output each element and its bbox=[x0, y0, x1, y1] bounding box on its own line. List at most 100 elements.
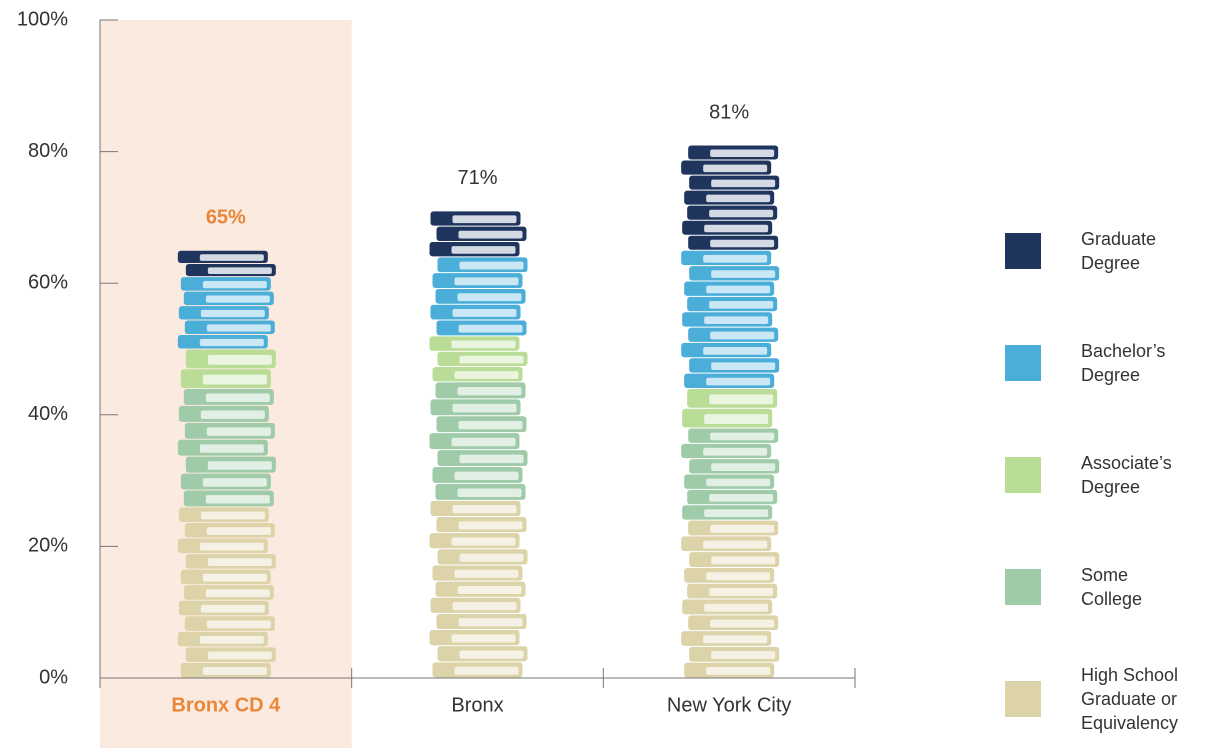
book-stack-segment bbox=[180, 349, 276, 388]
book-pages bbox=[704, 224, 769, 233]
book-pages bbox=[451, 537, 516, 546]
book-stack-segment bbox=[177, 388, 276, 507]
chart: 0% 20% 40% 60% 80% 100% Bronx CD 4 65% Bronx 71% N… bbox=[17, 8, 856, 748]
book-pages bbox=[703, 447, 768, 456]
book-pages bbox=[703, 540, 768, 549]
book-pages bbox=[199, 444, 264, 453]
book-pages bbox=[199, 338, 264, 347]
book-pages bbox=[458, 420, 523, 430]
total-label: 71% bbox=[457, 167, 497, 189]
book-stack-segment bbox=[681, 145, 780, 250]
legend-item: Bachelor’s Degree bbox=[1005, 307, 1205, 419]
book-pages bbox=[200, 410, 265, 419]
book-pages bbox=[704, 414, 769, 425]
book-pages bbox=[206, 324, 271, 332]
book-stack-segment bbox=[177, 250, 276, 277]
book-pages bbox=[206, 427, 271, 436]
book-pages bbox=[207, 354, 272, 365]
book-pages bbox=[711, 362, 776, 371]
book-stack-segment bbox=[430, 257, 528, 336]
book-pages bbox=[205, 589, 270, 598]
book-pages bbox=[711, 270, 776, 278]
book-pages bbox=[709, 300, 774, 309]
book-pages bbox=[458, 230, 523, 239]
book-pages bbox=[704, 316, 769, 324]
legend-swatch bbox=[1005, 457, 1041, 493]
legend-swatch bbox=[1005, 681, 1041, 717]
book-pages bbox=[452, 403, 517, 413]
book-stack-segment bbox=[681, 428, 780, 520]
book-pages bbox=[710, 432, 775, 441]
legend-swatch bbox=[1005, 233, 1041, 269]
book-pages bbox=[709, 209, 774, 218]
book-pages bbox=[710, 331, 775, 340]
legend-label: Bachelor’s Degree bbox=[1081, 340, 1166, 385]
legend-label: Associate’s Degree bbox=[1081, 452, 1172, 497]
book-pages bbox=[457, 488, 522, 497]
book-pages bbox=[199, 254, 264, 261]
y-tick-label: 80% bbox=[28, 140, 68, 162]
book-pages bbox=[202, 667, 267, 675]
x-tick-label: New York City bbox=[667, 694, 792, 716]
book-pages bbox=[200, 511, 265, 520]
y-tick-label: 40% bbox=[28, 403, 68, 425]
book-pages bbox=[706, 666, 771, 675]
book-pages bbox=[451, 340, 516, 349]
book-pages bbox=[451, 246, 516, 254]
book-pages bbox=[205, 495, 270, 504]
book-pages bbox=[709, 587, 774, 596]
book-stack-segment bbox=[177, 507, 276, 678]
book-pages bbox=[454, 471, 519, 481]
book-pages bbox=[458, 324, 523, 333]
book-pages bbox=[459, 355, 524, 364]
book-stack-segment bbox=[681, 250, 780, 388]
book-pages bbox=[706, 285, 771, 294]
book-pages bbox=[207, 651, 272, 660]
book-pages bbox=[454, 666, 519, 675]
x-tick-label: Bronx bbox=[451, 694, 503, 716]
book-pages bbox=[205, 295, 270, 303]
book-pages bbox=[710, 619, 775, 628]
legend-item: Graduate Degree bbox=[1005, 195, 1205, 307]
book-pages bbox=[706, 478, 771, 487]
book-pages bbox=[706, 377, 771, 386]
legend: Graduate Degree Bachelor’s Degree Associat… bbox=[1005, 195, 1205, 755]
legend-label: Some College bbox=[1081, 564, 1143, 609]
book-pages bbox=[709, 493, 774, 502]
book-pages bbox=[703, 254, 768, 263]
book-pages bbox=[710, 149, 775, 158]
book-pages bbox=[207, 461, 272, 470]
book-pages bbox=[452, 602, 517, 611]
book-pages bbox=[703, 164, 768, 173]
total-label: 81% bbox=[709, 101, 749, 123]
legend-item: Some College bbox=[1005, 531, 1205, 643]
book-pages bbox=[457, 585, 522, 595]
book-pages bbox=[202, 573, 267, 582]
book-pages bbox=[452, 308, 517, 317]
legend-swatch bbox=[1005, 569, 1041, 605]
book-stack-segment bbox=[177, 277, 275, 349]
book-pages bbox=[202, 374, 267, 385]
book-pages bbox=[703, 347, 768, 355]
book-pages bbox=[459, 650, 524, 659]
book-stack-segment bbox=[429, 211, 527, 257]
book-pages bbox=[202, 280, 267, 289]
legend-swatch bbox=[1005, 345, 1041, 381]
book-pages bbox=[207, 558, 272, 567]
book-pages bbox=[459, 454, 524, 464]
total-label: 65% bbox=[206, 207, 246, 229]
book-pages bbox=[458, 521, 523, 530]
y-tick-label: 100% bbox=[17, 8, 68, 30]
book-pages bbox=[451, 437, 516, 447]
book-pages bbox=[457, 386, 522, 396]
book-pages bbox=[706, 194, 771, 203]
legend-item: Associate’s Degree bbox=[1005, 419, 1205, 531]
book-pages bbox=[452, 505, 517, 514]
book-pages bbox=[206, 527, 271, 535]
book-pages bbox=[454, 569, 519, 578]
book-stack-segment bbox=[682, 388, 778, 428]
book-pages bbox=[457, 293, 522, 302]
y-tick-label: 0% bbox=[39, 666, 68, 688]
book-stack-segment bbox=[429, 336, 528, 382]
